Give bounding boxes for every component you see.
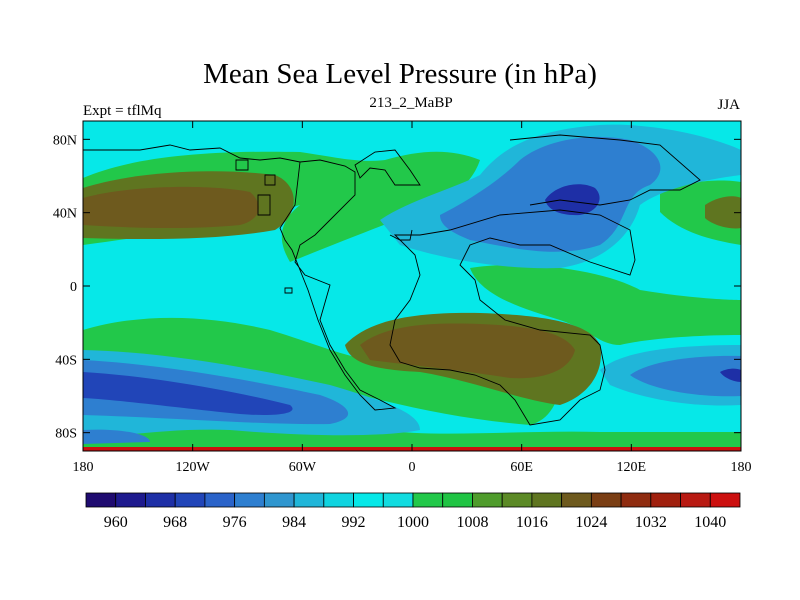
field-band-984 — [630, 355, 741, 397]
field-band-976 — [83, 372, 293, 415]
colorbar-swatch — [590, 492, 622, 508]
colorbar-swatch — [531, 492, 563, 508]
colorbar-label: 984 — [282, 514, 306, 531]
colorbar-swatch — [472, 492, 503, 508]
y-tick-label: 0 — [70, 280, 77, 295]
coastline — [264, 174, 276, 186]
x-axis: 180 120W 60W 0 60E 120E 180 — [73, 121, 752, 475]
coastline — [354, 149, 421, 186]
colorbar-swatch — [145, 492, 176, 508]
colorbar-label: 1016 — [516, 514, 548, 531]
case-label: 213_2_MaBP — [369, 95, 453, 111]
colorbar-label: 968 — [163, 514, 187, 531]
colorbar-swatch — [650, 492, 681, 508]
x-tick-label: 180 — [731, 460, 752, 475]
x-tick-label: 60E — [510, 460, 533, 475]
coastline — [389, 209, 636, 426]
colorbar-label: 976 — [223, 514, 247, 531]
field-band-1016 — [705, 196, 741, 229]
field-band-984 — [83, 429, 150, 444]
colorbar-swatch — [353, 492, 384, 508]
field-band-1020 — [360, 323, 575, 379]
x-tick-label: 120E — [617, 460, 647, 475]
colorbar: 960 968 976 984 992 1000 1008 1016 1024 1032 1040 — [85, 492, 741, 531]
chart-title: Mean Sea Level Pressure (in hPa) — [203, 58, 597, 90]
coastlines — [83, 134, 701, 426]
field-band-1020 — [83, 186, 259, 229]
coastline — [83, 144, 301, 163]
colorbar-swatch — [323, 492, 354, 508]
coastline — [389, 229, 413, 241]
x-tick-label: 60W — [289, 460, 317, 475]
field-band-1008 — [470, 264, 741, 345]
experiment-label: Expt = tflMq — [83, 103, 162, 119]
x-tick-label: 0 — [409, 460, 416, 475]
colorbar-swatch — [620, 492, 652, 508]
colorbar-swatch — [561, 492, 592, 508]
coastline — [509, 134, 701, 206]
coastline — [279, 159, 397, 411]
colorbar-label: 1000 — [397, 514, 429, 531]
x-tick-label: 120W — [176, 460, 211, 475]
y-tick-label: 40N — [53, 207, 77, 222]
colorbar-swatch — [412, 492, 444, 508]
colorbar-label: 1040 — [694, 514, 726, 531]
colorbar-swatch — [174, 492, 206, 508]
field-band-1008 — [660, 180, 741, 245]
colorbar-label: 992 — [342, 514, 366, 531]
field-band-976 — [720, 368, 741, 382]
coastline — [257, 194, 271, 216]
contour-fill-layer — [83, 121, 741, 451]
season-label: JJA — [717, 97, 740, 113]
colorbar-swatch — [115, 492, 146, 508]
y-tick-label: 40S — [55, 353, 77, 368]
colorbar-label: 960 — [104, 514, 128, 531]
field-band-1008 — [83, 317, 560, 425]
colorbar-swatch — [680, 492, 711, 508]
colorbar-swatch — [709, 492, 741, 508]
colorbar-swatch — [263, 492, 295, 508]
y-tick-label: 80N — [53, 133, 77, 148]
colorbar-label: 1024 — [575, 514, 607, 531]
y-axis: 80N 40N 0 40S 80S — [53, 133, 741, 442]
colorbar-swatch — [204, 492, 236, 508]
colorbar-swatch — [501, 492, 533, 508]
colorbar-swatch — [293, 492, 325, 508]
colorbar-swatch — [234, 492, 265, 508]
colorbar-label: 1032 — [635, 514, 667, 531]
field-band-976 — [545, 184, 600, 216]
colorbar-swatch — [382, 492, 414, 508]
coastline — [284, 287, 293, 294]
coastline — [235, 159, 249, 171]
colorbar-swatch — [85, 492, 117, 508]
x-tick-label: 180 — [73, 460, 94, 475]
colorbar-label: 1008 — [456, 514, 488, 531]
y-tick-label: 80S — [55, 427, 77, 442]
colorbar-swatch — [442, 492, 473, 508]
